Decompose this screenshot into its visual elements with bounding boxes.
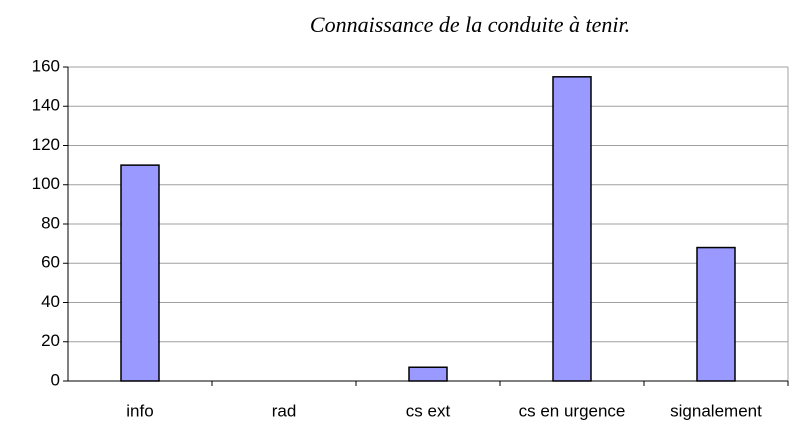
y-tick-label: 160 [32,56,60,75]
bar [120,164,160,382]
y-tick-label: 140 [32,96,60,115]
y-tick-label: 80 [41,213,60,232]
y-tick-label: 20 [41,331,60,350]
x-tick-label: signalement [670,401,762,420]
y-tick-label: 60 [41,253,60,272]
chart-title: Connaissance de la conduite à tenir. [310,12,630,37]
x-tick-label: rad [272,401,297,420]
bar [696,246,736,382]
y-tick-label: 0 [51,370,60,389]
x-tick-label: cs ext [406,401,451,420]
bar [408,366,448,382]
y-tick-label: 120 [32,135,60,154]
y-tick-label: 40 [41,292,60,311]
x-tick-label: info [126,401,153,420]
y-tick-label: 100 [32,174,60,193]
bar [552,76,592,382]
x-tick-label: cs en urgence [519,401,626,420]
